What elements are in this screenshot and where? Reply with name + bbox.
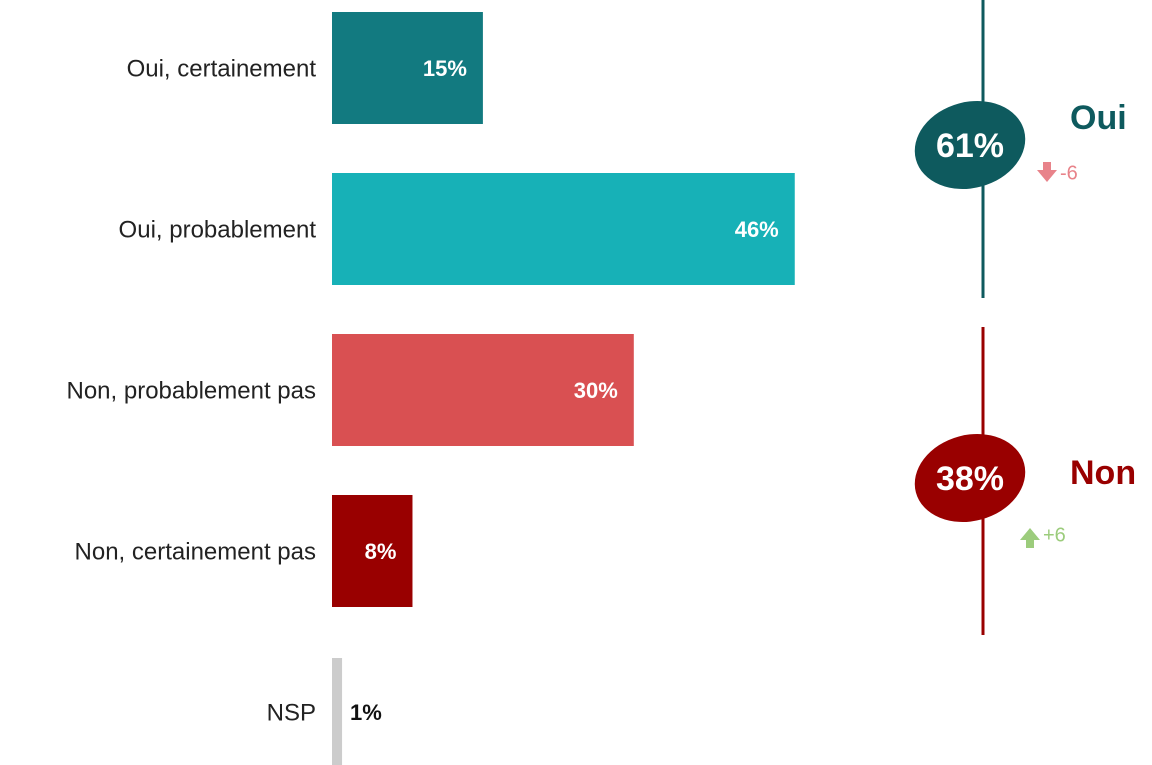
- value-label: 1%: [350, 700, 382, 725]
- change-arrow: [1037, 162, 1057, 182]
- summary-label: Non: [1070, 454, 1136, 492]
- category-label: Oui, probablement: [119, 216, 317, 243]
- bar: [332, 173, 795, 285]
- bar: [332, 334, 634, 446]
- summary-value: 61%: [936, 127, 1004, 165]
- summary-ellipse: [914, 101, 1026, 189]
- category-label: NSP: [267, 699, 316, 726]
- value-label: 46%: [735, 217, 779, 242]
- value-label: 30%: [574, 378, 618, 403]
- change-label: +6: [1043, 524, 1066, 546]
- bar: [332, 12, 483, 124]
- category-label: Non, certainement pas: [75, 538, 316, 565]
- summary-value: 38%: [936, 460, 1004, 498]
- summary-label: Oui: [1070, 99, 1127, 137]
- category-label: Non, probablement pas: [67, 377, 317, 404]
- bar: [332, 658, 343, 765]
- value-label: 15%: [423, 56, 467, 81]
- change-label: -6: [1060, 162, 1078, 184]
- change-arrow: [1020, 528, 1040, 548]
- summary-ellipse: [914, 434, 1026, 522]
- bar: [332, 495, 413, 607]
- value-label: 8%: [365, 539, 397, 564]
- category-label: Oui, certainement: [127, 55, 317, 82]
